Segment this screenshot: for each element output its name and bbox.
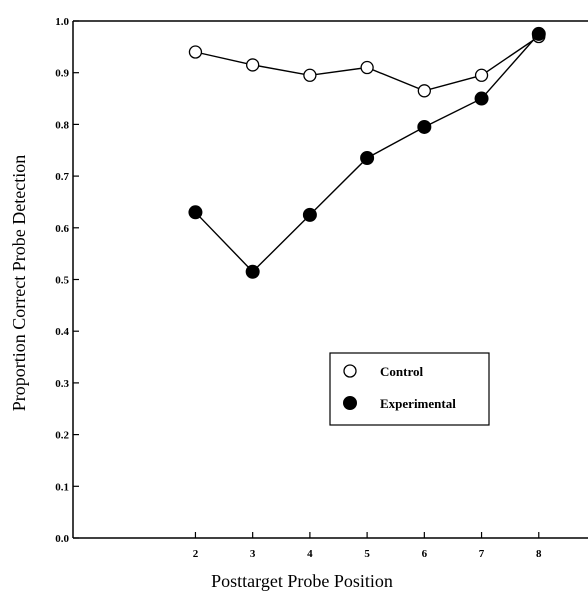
experimental-point (188, 205, 203, 220)
experimental-point (474, 91, 489, 106)
series-layer (188, 26, 546, 279)
y-tick-label: 1.0 (55, 16, 69, 28)
experimental-point (245, 264, 260, 279)
y-tick-label: 0.9 (55, 68, 69, 80)
control-point (360, 60, 374, 75)
x-axis: 2 3 4 5 6 7 8 (193, 532, 542, 560)
y-tick-label: 0.8 (55, 119, 69, 131)
legend-control-label: Control (380, 364, 423, 379)
y-tick-label: 0.1 (55, 481, 69, 493)
y-tick-label: 0.5 (55, 275, 69, 287)
control-point (474, 68, 489, 82)
x-tick-label: 2 (193, 548, 199, 560)
y-tick-label: 0.4 (55, 326, 69, 338)
y-axis: 0.0 0.1 0.2 0.3 0.4 0.5 0.6 0.7 0.8 0.9 1.0 (55, 16, 79, 545)
legend-experimental-label: Experimental (380, 396, 456, 411)
plot-frame (72, 20, 588, 539)
legend-control-marker (343, 364, 357, 378)
y-tick-label: 0.3 (55, 378, 69, 390)
experimental-point (302, 207, 317, 222)
x-tick-label: 3 (250, 548, 256, 560)
x-tick-label: 7 (479, 548, 485, 560)
experimental-point (417, 119, 432, 134)
y-tick-label: 0.7 (55, 171, 69, 183)
x-tick-label: 4 (307, 548, 313, 560)
legend: Control Experimental (329, 352, 490, 426)
y-axis-label: Proportion Correct Probe Detection (9, 155, 29, 411)
control-point (246, 58, 260, 72)
legend-experimental-marker (343, 396, 357, 410)
x-axis-label: Posttarget Probe Position (211, 571, 393, 591)
y-tick-label: 0.6 (55, 223, 69, 235)
control-point (417, 84, 431, 98)
x-tick-label: 8 (536, 548, 542, 560)
y-tick-label: 0.0 (55, 533, 69, 545)
y-tick-label: 0.2 (55, 430, 69, 442)
x-tick-label: 6 (422, 548, 428, 560)
experimental-point (531, 26, 546, 41)
control-point (303, 68, 317, 82)
control-point (188, 45, 203, 59)
x-tick-label: 5 (364, 548, 370, 560)
experimental-point (360, 151, 375, 166)
legend-box (329, 352, 490, 426)
